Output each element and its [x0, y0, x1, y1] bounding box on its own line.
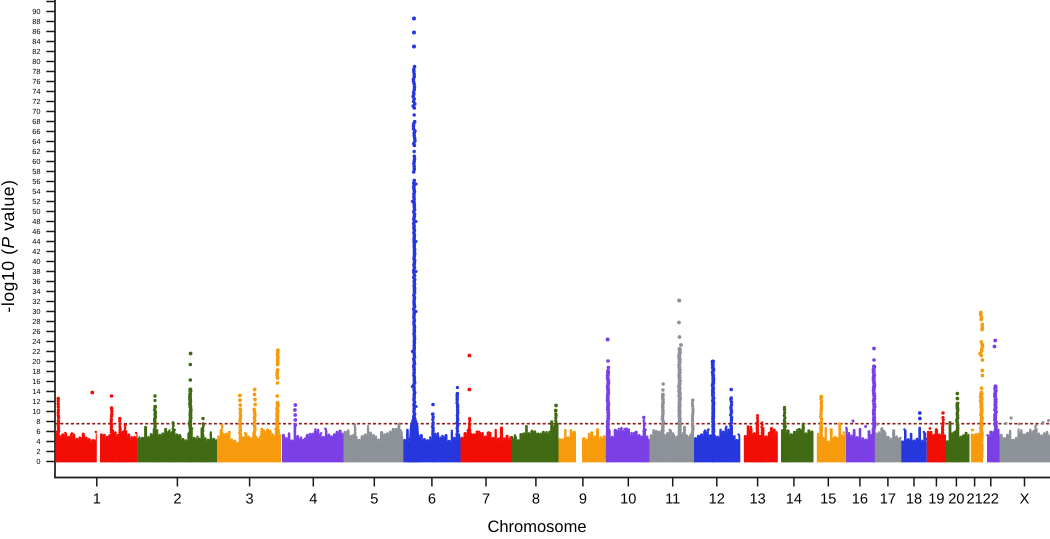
- svg-text:54: 54: [32, 187, 40, 196]
- svg-text:18: 18: [906, 492, 922, 508]
- svg-text:13: 13: [749, 492, 765, 508]
- svg-text:5: 5: [370, 492, 378, 508]
- svg-text:18: 18: [32, 367, 40, 376]
- svg-text:14: 14: [32, 387, 40, 396]
- svg-text:20: 20: [32, 357, 40, 366]
- svg-text:6: 6: [36, 427, 40, 436]
- svg-text:2: 2: [173, 492, 181, 508]
- svg-text:58: 58: [32, 167, 40, 176]
- svg-text:Chromosome: Chromosome: [487, 518, 586, 534]
- svg-text:17: 17: [880, 492, 896, 508]
- svg-text:36: 36: [32, 277, 40, 286]
- svg-text:22: 22: [32, 347, 40, 356]
- svg-text:56: 56: [32, 177, 40, 186]
- svg-text:4: 4: [309, 492, 317, 508]
- svg-text:21: 21: [966, 492, 982, 508]
- svg-text:80: 80: [32, 57, 40, 66]
- svg-text:40: 40: [32, 257, 40, 266]
- svg-text:1: 1: [93, 492, 101, 508]
- svg-text:46: 46: [32, 227, 40, 236]
- svg-text:22: 22: [983, 492, 999, 508]
- svg-text:34: 34: [32, 287, 40, 296]
- svg-text:32: 32: [32, 297, 40, 306]
- svg-text:8: 8: [36, 417, 40, 426]
- svg-text:60: 60: [32, 157, 40, 166]
- svg-text:14: 14: [786, 492, 802, 508]
- svg-text:9: 9: [579, 492, 587, 508]
- svg-text:64: 64: [32, 137, 40, 146]
- svg-text:38: 38: [32, 267, 40, 276]
- svg-text:90: 90: [32, 7, 40, 16]
- svg-text:28: 28: [32, 317, 40, 326]
- svg-text:6: 6: [428, 492, 436, 508]
- svg-text:76: 76: [32, 77, 40, 86]
- svg-text:16: 16: [32, 377, 40, 386]
- svg-text:42: 42: [32, 247, 40, 256]
- svg-text:24: 24: [32, 337, 40, 346]
- svg-text:15: 15: [820, 492, 836, 508]
- svg-text:44: 44: [32, 237, 40, 246]
- svg-text:82: 82: [32, 47, 40, 56]
- svg-text:26: 26: [32, 327, 40, 336]
- svg-text:X: X: [1020, 492, 1030, 508]
- svg-text:86: 86: [32, 27, 40, 36]
- svg-text:68: 68: [32, 117, 40, 126]
- svg-text:12: 12: [32, 397, 40, 406]
- svg-text:0: 0: [36, 457, 40, 466]
- svg-text:8: 8: [532, 492, 540, 508]
- svg-text:2: 2: [36, 447, 40, 456]
- svg-text:30: 30: [32, 307, 40, 316]
- svg-text:48: 48: [32, 217, 40, 226]
- svg-text:66: 66: [32, 127, 40, 136]
- svg-text:52: 52: [32, 197, 40, 206]
- svg-text:12: 12: [709, 492, 725, 508]
- svg-text:7: 7: [482, 492, 490, 508]
- svg-text:84: 84: [32, 37, 40, 46]
- svg-text:10: 10: [32, 407, 40, 416]
- svg-text:20: 20: [948, 492, 964, 508]
- svg-text:10: 10: [620, 492, 636, 508]
- svg-text:3: 3: [246, 492, 254, 508]
- svg-text:16: 16: [852, 492, 868, 508]
- svg-text:11: 11: [665, 492, 680, 508]
- svg-text:50: 50: [32, 207, 40, 216]
- svg-text:19: 19: [928, 492, 944, 508]
- svg-text:88: 88: [32, 17, 40, 26]
- svg-text:4: 4: [36, 437, 40, 446]
- svg-text:62: 62: [32, 147, 40, 156]
- svg-text:72: 72: [32, 97, 40, 106]
- svg-text:74: 74: [32, 87, 40, 96]
- svg-text:78: 78: [32, 67, 40, 76]
- svg-text:70: 70: [32, 107, 40, 116]
- svg-text:-log10 (P value): -log10 (P value): [0, 179, 18, 312]
